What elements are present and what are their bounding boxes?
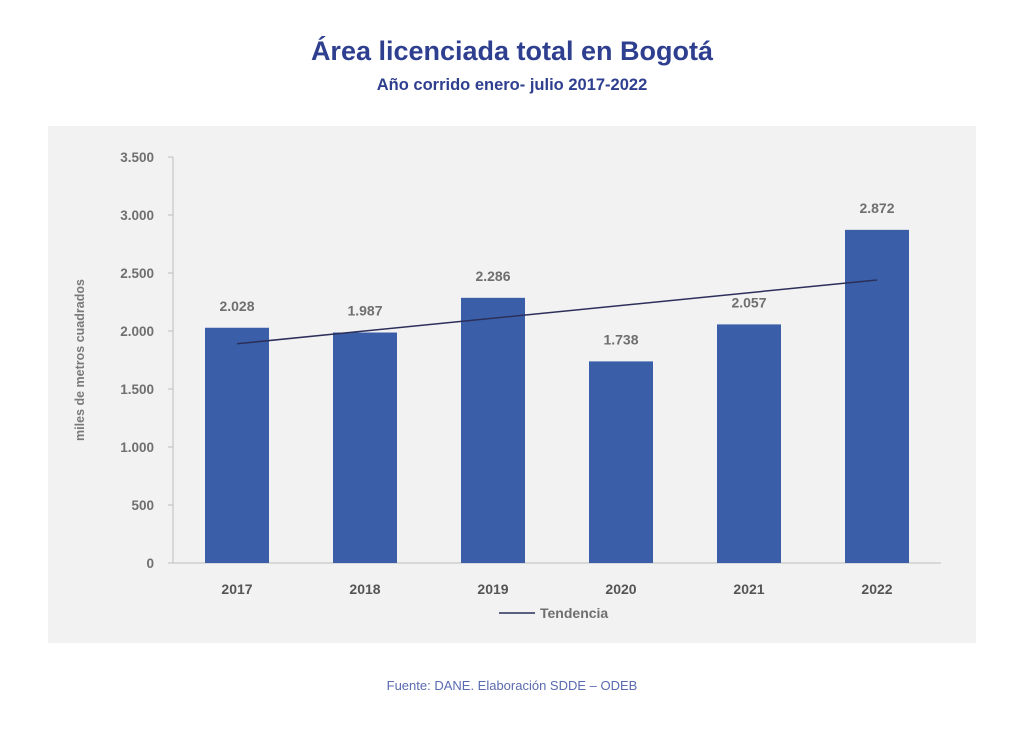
y-tick-label: 3.000 [120, 208, 154, 223]
x-tick-label: 2021 [733, 581, 764, 597]
data-label: 1.987 [347, 303, 382, 319]
y-tick-label: 1.500 [120, 382, 154, 397]
y-tick-label: 0 [146, 556, 154, 571]
y-tick-label: 3.500 [120, 150, 154, 165]
data-label: 2.057 [731, 294, 766, 310]
bar-2022 [845, 229, 909, 563]
y-tick-label: 2.500 [120, 266, 154, 281]
bar-chart: 0 500 1.000 1.500 2.000 2.500 3.000 3.500 miles … [73, 150, 941, 621]
bar-2019 [461, 297, 525, 563]
chart-subtitle: Año corrido enero- julio 2017-2022 [376, 76, 648, 94]
x-tick-label: 2018 [349, 581, 380, 597]
chart-title: Área licenciada total en Bogotá [310, 36, 714, 66]
data-label: 1.738 [603, 331, 638, 347]
chart-panel: 0 500 1.000 1.500 2.000 2.500 3.000 3.500 miles … [48, 126, 976, 643]
y-axis-title: miles de metros cuadrados [73, 279, 87, 441]
y-tick-label: 2.000 [120, 324, 154, 339]
data-label: 2.028 [219, 298, 254, 314]
x-tick-label: 2020 [605, 581, 636, 597]
x-tick-label: 2019 [477, 581, 508, 597]
x-tick-label: 2022 [861, 581, 892, 597]
y-tick-label: 1.000 [120, 440, 154, 455]
bar-2021 [717, 324, 781, 563]
source-note: Fuente: DANE. Elaboración SDDE – ODEB [386, 678, 638, 693]
trend-line [236, 279, 878, 345]
bar-2018 [333, 332, 397, 563]
data-label: 2.872 [859, 200, 894, 216]
bar-2017 [205, 327, 269, 563]
data-label: 2.286 [475, 268, 510, 284]
x-tick-label: 2017 [221, 581, 252, 597]
legend-trend-label: Tendencia [540, 605, 608, 621]
bar-2020 [589, 361, 653, 563]
y-tick-label: 500 [131, 498, 154, 513]
